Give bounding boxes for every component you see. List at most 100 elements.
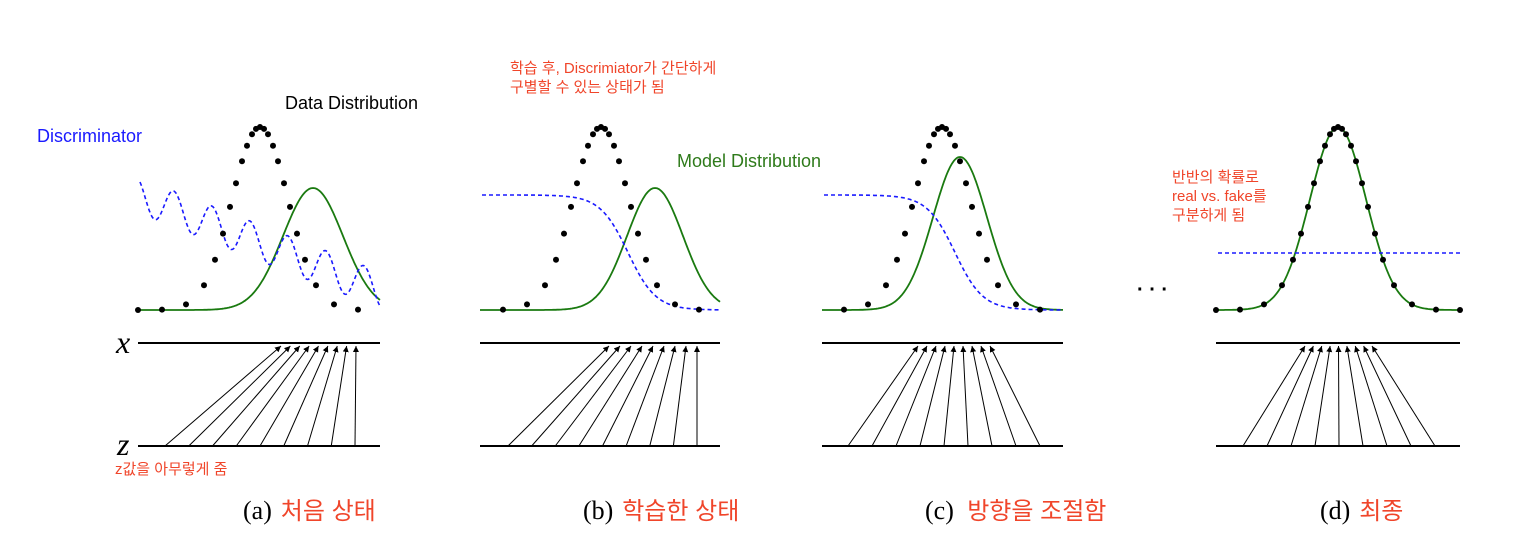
data-point-a <box>201 282 207 289</box>
data-point-b <box>696 306 702 313</box>
data-point-b <box>568 203 574 210</box>
data-point-a <box>355 306 361 313</box>
model-distribution-curve-a <box>138 187 381 311</box>
x-axis-label: x <box>116 324 131 360</box>
mapping-arrow-c <box>989 345 1041 447</box>
discriminator-curve-a <box>139 181 381 307</box>
mapping-arrow-a <box>283 345 329 447</box>
mapping-arrow-d <box>1354 345 1388 447</box>
data-point-d <box>1380 256 1386 263</box>
caption-c-text: 방향을 조절함 <box>967 498 1107 525</box>
data-point-b <box>616 158 622 165</box>
data-point-b <box>553 256 559 263</box>
data-point-a <box>265 131 271 138</box>
data-point-a <box>249 131 255 138</box>
data-point-d <box>1261 301 1267 308</box>
mapping-arrow-d <box>1344 345 1364 447</box>
data-distribution-label: Data Distribution <box>285 93 419 113</box>
mapping-arrow-a <box>164 345 282 447</box>
caption-a-text: 처음 상태 <box>280 498 376 525</box>
data-point-a <box>135 307 141 313</box>
data-point-d <box>1317 158 1323 165</box>
data-point-c <box>902 230 908 237</box>
data-point-d <box>1213 307 1219 313</box>
mapping-arrow-d <box>1242 345 1306 447</box>
mapping-arrow-a <box>330 345 349 447</box>
mapping-arrow-c <box>943 345 957 447</box>
data-point-c <box>1037 306 1043 313</box>
mapping-arrow-d <box>1314 345 1333 447</box>
mapping-arrow-d <box>1363 345 1412 447</box>
mapping-arrow-a <box>307 345 339 447</box>
data-point-b <box>524 301 530 308</box>
data-point-c <box>915 180 921 187</box>
data-point-d <box>1457 307 1463 313</box>
mapping-arrow-d <box>1335 345 1342 447</box>
data-point-a <box>313 282 319 289</box>
model-distribution-label: Model Distribution <box>677 151 822 171</box>
discriminator-curve-c <box>824 194 1063 311</box>
data-point-b <box>622 180 628 187</box>
mapping-arrow-a <box>188 345 291 447</box>
caption-b-tag: (b) <box>583 496 614 525</box>
data-point-d <box>1311 180 1317 187</box>
data-point-a <box>275 158 281 165</box>
data-point-b <box>672 301 678 308</box>
ellipsis: · · · <box>1137 279 1169 301</box>
mapping-arrow-c <box>980 345 1017 447</box>
data-point-c <box>963 180 969 187</box>
note-z: z값을 아무렇게 줌 <box>115 461 228 478</box>
mapping-arrow-a <box>259 345 319 447</box>
mapping-arrow-b <box>578 345 643 447</box>
data-point-a <box>159 306 165 313</box>
note-b-line-2: 구별할 수 있는 상태가 됨 <box>510 78 665 96</box>
data-point-b <box>561 230 567 237</box>
mapping-arrow-b <box>507 345 610 447</box>
mapping-arrow-b <box>649 345 677 447</box>
data-point-b <box>590 131 596 138</box>
data-point-c <box>1013 301 1019 308</box>
data-point-b <box>585 142 591 149</box>
mapping-arrow-b <box>554 345 632 447</box>
caption-d-text: 최종 <box>1359 498 1404 525</box>
data-point-c <box>931 131 937 138</box>
mapping-arrow-c <box>847 345 919 447</box>
data-point-a <box>244 142 250 149</box>
data-point-d <box>1359 180 1365 187</box>
mapping-arrow-d <box>1290 345 1323 447</box>
note-b-line-1: 학습 후, Discrimiator가 간단하게 <box>510 60 717 77</box>
data-point-d <box>1365 203 1371 210</box>
data-point-a <box>294 230 300 237</box>
data-point-c <box>883 282 889 289</box>
data-point-a <box>331 301 337 308</box>
model-distribution-curve-b <box>480 187 721 311</box>
data-point-a <box>281 180 287 187</box>
data-point-d <box>1322 142 1328 149</box>
caption-a: (a) 처음 상태 <box>243 495 376 528</box>
data-point-b <box>635 230 641 237</box>
caption-d-tag: (d) <box>1320 496 1351 525</box>
data-point-d <box>1290 256 1296 263</box>
note-d-line-2: real vs. fake를 <box>1172 187 1267 205</box>
data-point-a <box>261 125 267 132</box>
data-point-a <box>239 158 245 165</box>
data-point-b <box>654 282 660 289</box>
data-point-c <box>865 301 871 308</box>
data-point-d <box>1298 230 1304 237</box>
data-point-b <box>602 125 608 132</box>
data-point-a <box>220 230 226 237</box>
data-point-c <box>969 203 975 210</box>
data-point-c <box>841 306 847 313</box>
data-point-a <box>270 142 276 149</box>
mapping-arrow-c <box>960 345 969 447</box>
data-point-d <box>1433 306 1439 313</box>
mapping-arrow-b <box>672 345 689 447</box>
data-point-b <box>643 256 649 263</box>
note-d-line-1: 반반의 확률로 <box>1172 169 1259 186</box>
data-point-b <box>542 282 548 289</box>
data-point-c <box>894 256 900 263</box>
data-point-c <box>943 125 949 132</box>
data-point-d <box>1353 158 1359 165</box>
data-point-a <box>287 203 293 210</box>
data-point-d <box>1343 131 1349 138</box>
